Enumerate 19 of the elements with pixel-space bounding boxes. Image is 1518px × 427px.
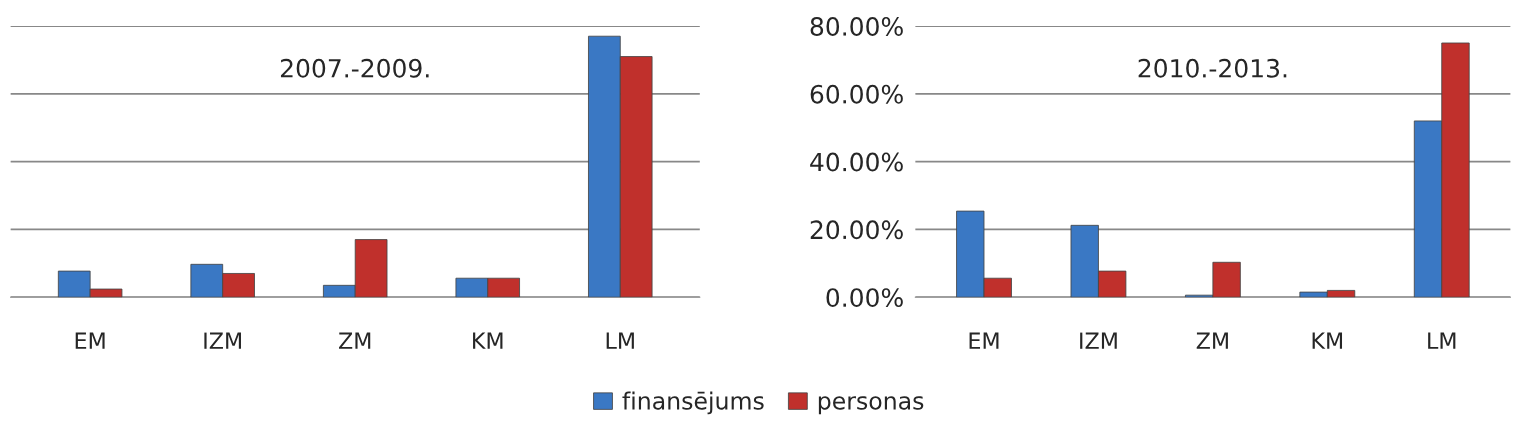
x-tick-label: IZM — [204, 332, 241, 349]
y-tick-label: 20.00% — [810, 220, 903, 240]
x-tick-label: EM — [75, 332, 105, 349]
x-tick-label: KM — [473, 332, 503, 349]
text: 2010.-2013. — [1138, 58, 1287, 78]
legend-label: finansējums — [622, 391, 764, 415]
x-tick-label: EM — [969, 332, 999, 349]
x-tick-label: ZM — [1196, 332, 1228, 349]
x-tick-label: ZM — [339, 332, 371, 349]
y-tick-label: 40.00% — [810, 152, 903, 172]
y-tick-label: 80.00% — [810, 16, 903, 36]
x-tick-label: LM — [1428, 332, 1456, 349]
y-tick-label: 60.00% — [810, 84, 903, 104]
x-tick-label: KM — [1312, 332, 1343, 349]
x-tick-label: IZM — [1080, 332, 1117, 349]
text: 2007.-2009. — [280, 58, 429, 78]
y-tick-label: 0.00% — [826, 288, 903, 308]
x-tick-label: LM — [606, 332, 634, 349]
legend-label: personas — [818, 396, 924, 415]
